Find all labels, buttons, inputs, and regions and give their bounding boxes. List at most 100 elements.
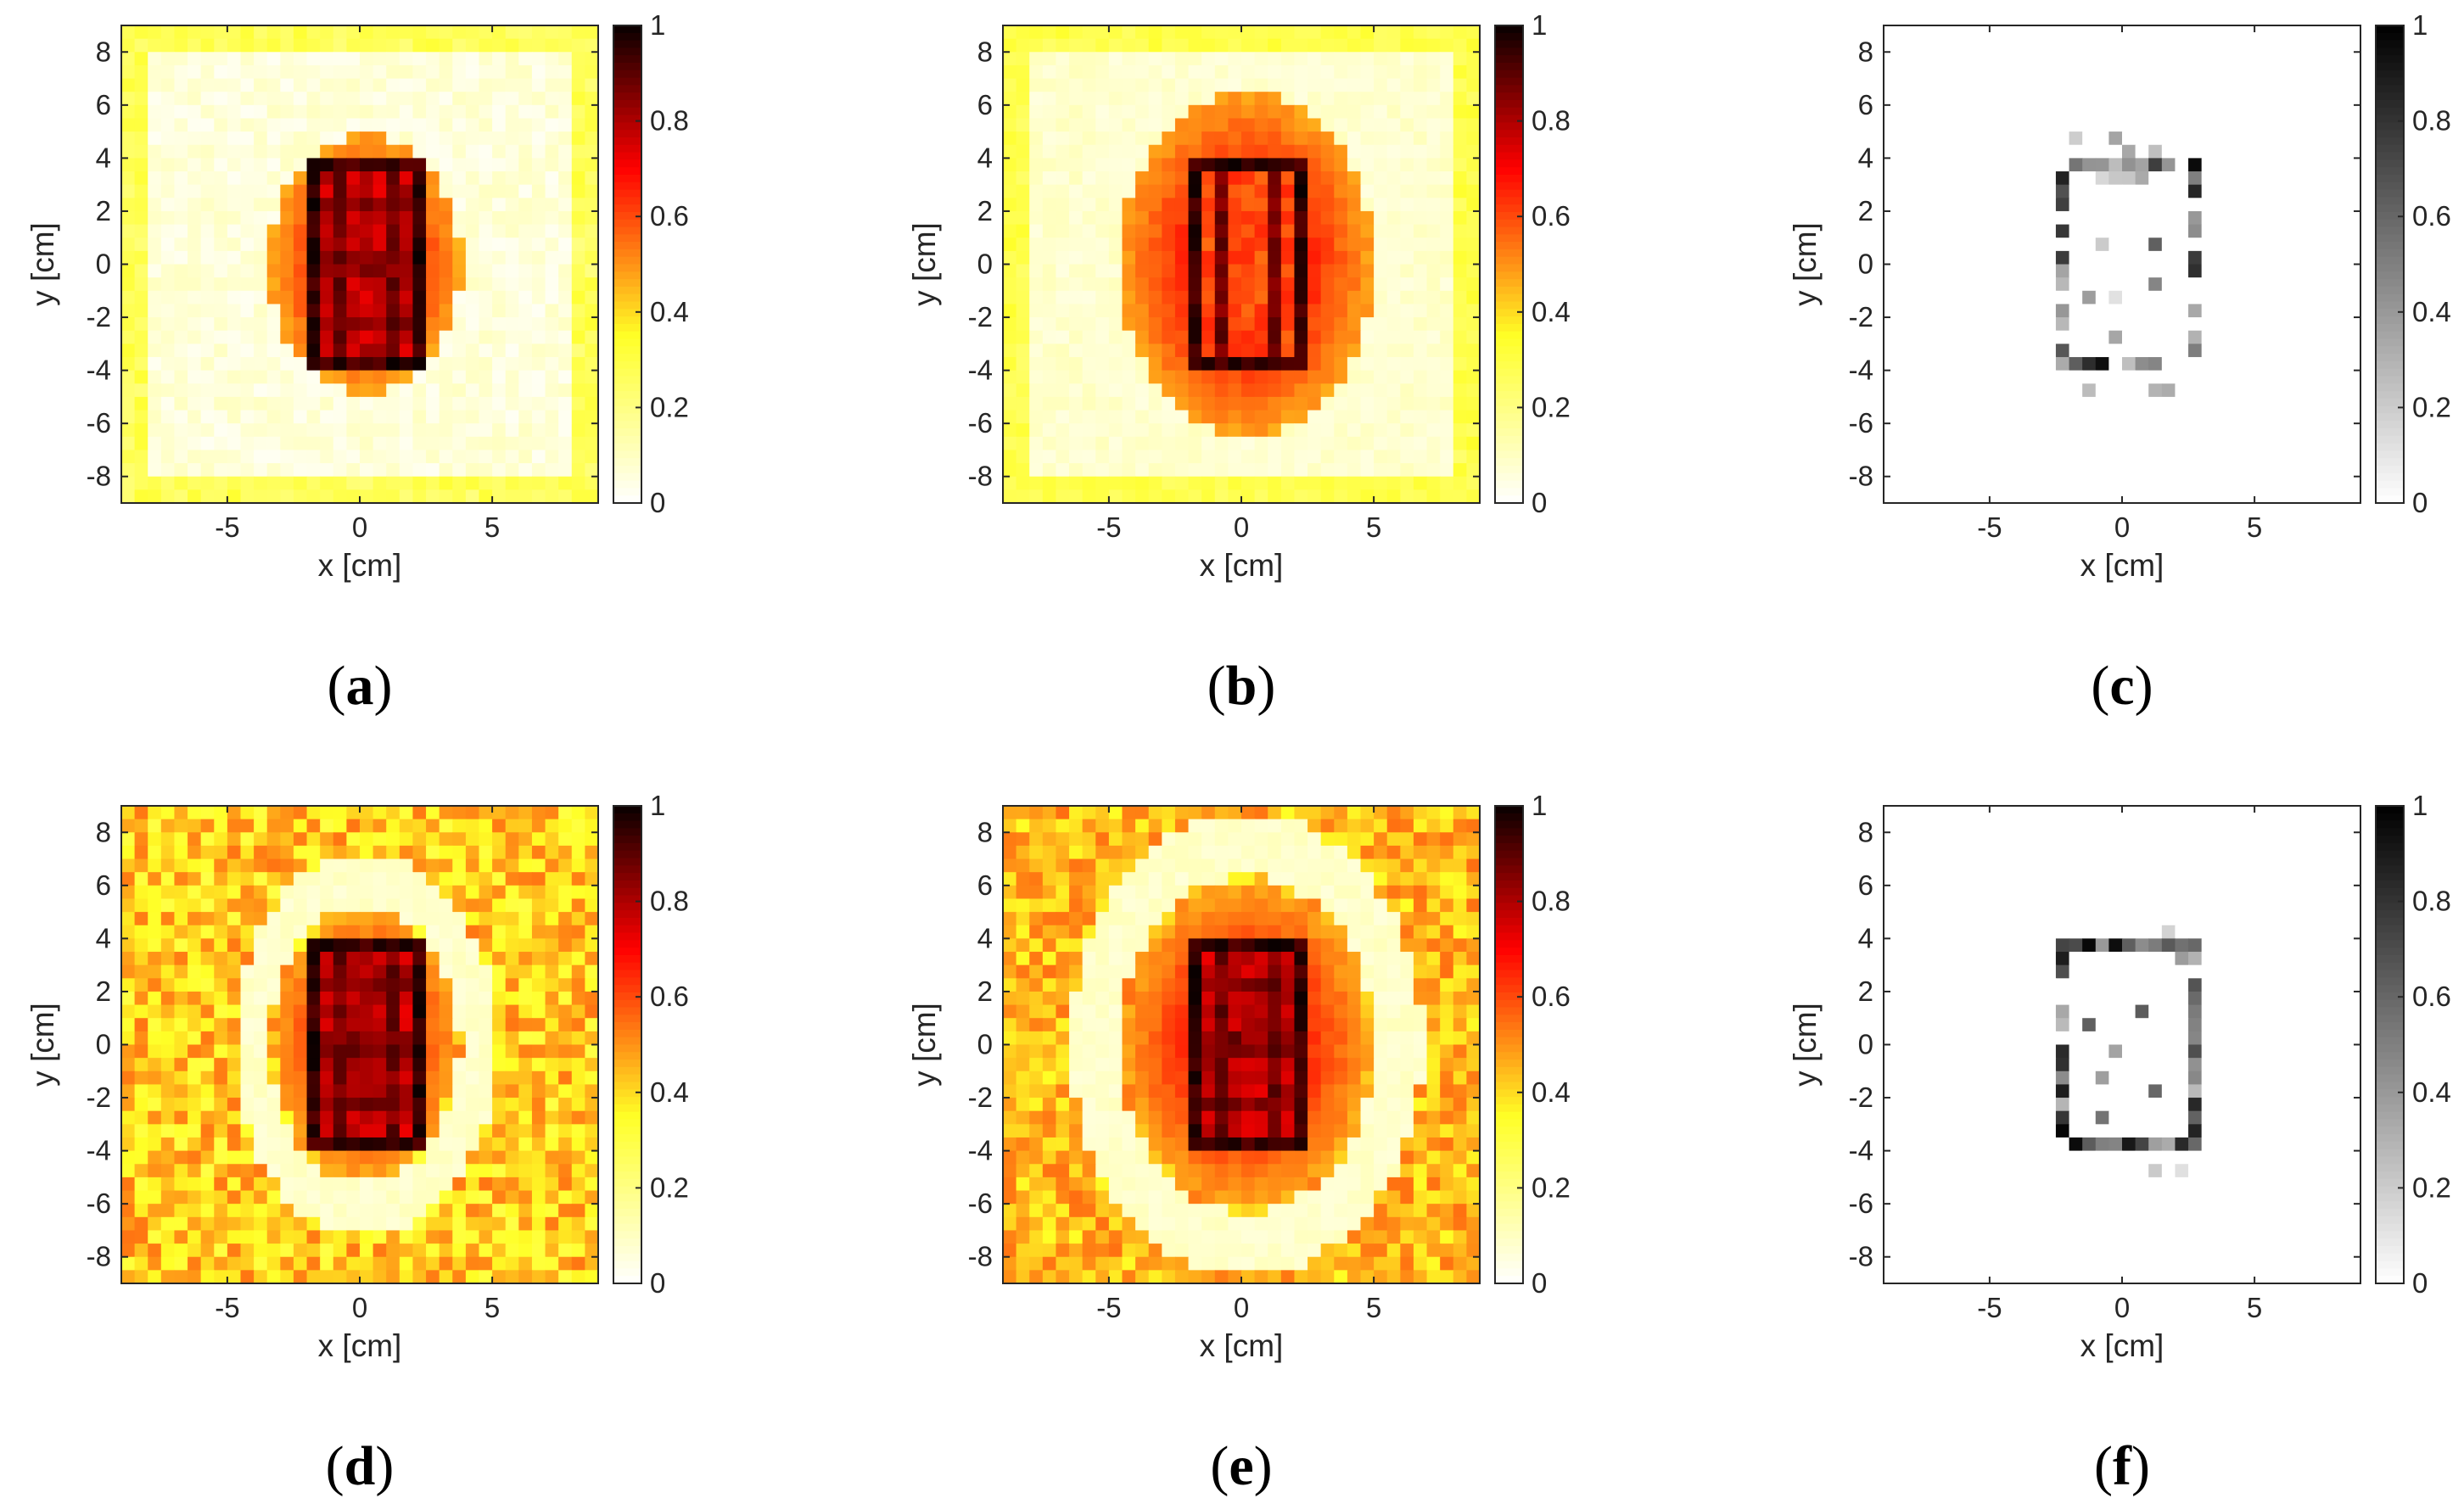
heatmap-cell (1174, 290, 1190, 305)
heatmap-cell (505, 410, 519, 424)
heatmap-cell (1413, 330, 1428, 344)
heatmap-cell (1910, 396, 1924, 411)
heatmap-cell (372, 489, 387, 504)
heatmap-cell (188, 964, 202, 979)
colorbar-segment (613, 368, 641, 377)
heatmap-cell (479, 78, 493, 92)
heatmap-cell (1214, 224, 1229, 238)
heatmap-cell (2095, 224, 2109, 238)
heatmap-cell (585, 250, 599, 266)
heatmap-cell (2188, 317, 2203, 332)
heatmap-cell (1254, 356, 1268, 372)
heatmap-cell (545, 250, 559, 266)
colorbar-segment (1495, 152, 1523, 160)
heatmap-cell (2201, 410, 2215, 424)
heatmap-cell (518, 436, 533, 451)
heatmap-cell (121, 264, 136, 278)
heatmap-cell (320, 885, 334, 900)
heatmap-cell (1122, 290, 1136, 305)
heatmap-cell (531, 330, 546, 344)
heatmap-cell (585, 1058, 599, 1072)
heatmap-cell (2055, 489, 2070, 504)
heatmap-cell (1950, 264, 1964, 278)
heatmap-cell (148, 344, 162, 358)
heatmap-cell (2293, 92, 2309, 106)
heatmap-cell (2082, 344, 2097, 358)
heatmap-cell (1440, 423, 1454, 438)
heatmap-cell (1386, 450, 1401, 464)
heatmap-cell (2188, 356, 2203, 372)
heatmap-cell (2175, 92, 2189, 106)
heatmap-cell (1936, 476, 1951, 490)
heatmap-cell (188, 210, 202, 226)
heatmap-cell (1347, 25, 1362, 40)
heatmap-cell (1910, 131, 1924, 146)
heatmap-cell (320, 1004, 334, 1019)
heatmap-cell (1122, 158, 1136, 172)
heatmap-cell (346, 885, 361, 900)
heatmap-cell (188, 423, 202, 438)
heatmap-cell (1466, 224, 1481, 238)
heatmap-cell (2002, 25, 2017, 40)
heatmap-cell (571, 1058, 585, 1072)
colorbar-segment (1495, 472, 1523, 482)
heatmap-cell (266, 410, 281, 424)
heatmap-cell (1440, 264, 1454, 278)
heatmap-cell (240, 344, 255, 358)
heatmap-cell (2188, 423, 2203, 438)
heatmap-cell (545, 1004, 559, 1019)
heatmap-cell (1122, 224, 1136, 238)
heatmap-cell (1201, 210, 1216, 226)
heatmap-cell (2082, 463, 2097, 478)
heatmap-cell (2069, 317, 2083, 332)
heatmap-cell (545, 317, 559, 332)
heatmap-cell (2135, 171, 2149, 186)
heatmap-cell (148, 64, 162, 80)
heatmap-cell (1056, 171, 1070, 186)
heatmap-cell (254, 383, 268, 398)
heatmap-cell (2148, 290, 2163, 305)
heatmap-cell (1374, 383, 1388, 398)
heatmap-cell (505, 885, 519, 900)
heatmap-cell (531, 1044, 546, 1059)
heatmap-cell (1241, 463, 1256, 478)
panel-label: (c) (2091, 655, 2153, 717)
heatmap-cell (452, 92, 467, 106)
heatmap-cell (439, 898, 453, 913)
heatmap-cell (1148, 184, 1162, 198)
heatmap-cell (2188, 52, 2203, 66)
heatmap-cell (214, 383, 228, 398)
heatmap-cell (160, 144, 176, 159)
heatmap-cell (1228, 25, 1242, 40)
heatmap-cell (293, 938, 308, 953)
heatmap-cell (1334, 158, 1348, 172)
heatmap-cell (2254, 171, 2269, 186)
heatmap-cell (1280, 317, 1296, 332)
heatmap-cell (240, 952, 255, 966)
heatmap-cell (1308, 210, 1322, 226)
heatmap-cell (505, 858, 519, 873)
heatmap-cell (346, 952, 361, 966)
heatmap-cell (2122, 356, 2136, 372)
heatmap-cell (333, 383, 347, 398)
heatmap-cell (2082, 38, 2097, 53)
heatmap-cell (479, 978, 493, 992)
heatmap-cell (1174, 64, 1190, 80)
heatmap-cell (571, 423, 585, 438)
heatmap-cell (518, 396, 533, 411)
heatmap-cell (426, 912, 440, 926)
colorbar-segment (1495, 286, 1523, 295)
heatmap-cell (1003, 224, 1017, 238)
heatmap-cell (1201, 489, 1216, 504)
heatmap-cell (426, 1004, 440, 1019)
heatmap-cell (1003, 64, 1017, 80)
heatmap-cell (214, 78, 228, 92)
heatmap-cell (492, 912, 507, 926)
heatmap-cell (571, 952, 585, 966)
heatmap-cell (1976, 118, 1991, 132)
heatmap-cell (2042, 410, 2057, 424)
heatmap-cell (465, 277, 480, 292)
heatmap-cell (531, 489, 546, 504)
heatmap-cell (558, 819, 573, 833)
heatmap-cell (1108, 370, 1123, 384)
